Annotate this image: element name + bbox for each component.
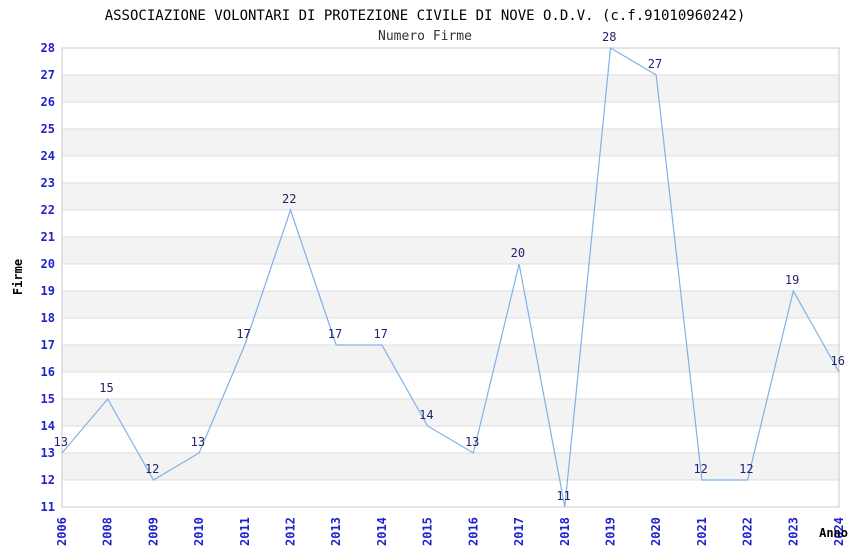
data-point-label: 12 (693, 462, 707, 476)
data-point-label: 13 (465, 435, 479, 449)
chart-title: ASSOCIAZIONE VOLONTARI DI PROTEZIONE CIV… (105, 8, 746, 24)
band (62, 75, 839, 102)
x-tick-label: 2008 (101, 517, 115, 546)
data-point-label: 20 (511, 246, 525, 260)
y-tick-label: 12 (41, 473, 55, 487)
y-tick-label: 18 (41, 311, 55, 325)
x-tick-label: 2018 (558, 517, 572, 546)
x-tick-label: 2016 (466, 517, 480, 546)
x-tick-label: 2023 (786, 517, 800, 546)
plot-frame (61, 47, 840, 508)
x-tick-label: 2014 (375, 517, 389, 546)
y-tick-label: 17 (41, 338, 55, 352)
y-tick-label: 13 (41, 446, 55, 460)
x-tick-label: 2024 (832, 517, 846, 546)
band (62, 183, 839, 210)
y-tick-label: 20 (41, 257, 55, 271)
data-point-label: 27 (648, 57, 662, 71)
data-point-label: 19 (785, 273, 799, 287)
x-tick-label: 2010 (192, 517, 206, 546)
y-tick-label: 21 (41, 230, 55, 244)
x-tick-label: 2015 (421, 517, 435, 546)
y-axis-tick-labels: 11 12 13 14 15 16 17 18 19 20 21 22 23 24 25 26 27 28 (41, 41, 55, 514)
data-point-label: 12 (145, 462, 159, 476)
band (62, 399, 839, 426)
y-tick-label: 28 (41, 41, 55, 55)
y-tick-label: 15 (41, 392, 55, 406)
gridlines (62, 47, 839, 508)
data-point-label: 15 (99, 381, 113, 395)
x-tick-label: 2012 (284, 517, 298, 546)
data-point-label: 16 (831, 354, 845, 368)
band (62, 237, 839, 264)
x-tick-label: 2021 (695, 517, 709, 546)
data-point-label: 22 (282, 192, 296, 206)
data-point-label: 12 (739, 462, 753, 476)
band (62, 453, 839, 480)
band (62, 129, 839, 156)
x-tick-label: 2017 (512, 517, 526, 546)
x-tick-label: 2020 (649, 517, 663, 546)
x-tick-label: 2022 (741, 517, 755, 546)
data-point-label: 17 (328, 327, 342, 341)
y-tick-label: 19 (41, 284, 55, 298)
chart-subtitle: Numero Firme (378, 29, 472, 44)
data-line (61, 47, 840, 508)
data-point-label: 17 (373, 327, 387, 341)
y-tick-label: 11 (41, 500, 55, 514)
data-point-label: 13 (54, 435, 68, 449)
x-axis-label: Anno (819, 526, 848, 540)
y-tick-label: 14 (41, 419, 55, 433)
x-tick-label: 2009 (146, 517, 160, 546)
band (62, 291, 839, 318)
data-point-labels: 13 15 12 13 17 22 17 17 14 13 20 11 28 27 12 12 19 16 (54, 30, 845, 503)
x-tick-label: 2019 (604, 517, 618, 546)
data-point-label: 11 (556, 489, 570, 503)
y-tick-label: 25 (41, 122, 55, 136)
x-tick-label: 2011 (238, 517, 252, 546)
x-axis-tick-labels: 2006 2008 2009 2010 2011 2012 2013 2014 2015 2016… (55, 517, 846, 546)
y-tick-label: 22 (41, 203, 55, 217)
y-axis-label: Firme (11, 259, 25, 295)
data-point-label: 17 (236, 327, 250, 341)
x-tick-label: 2006 (55, 517, 69, 546)
y-tick-label: 16 (41, 365, 55, 379)
band (62, 345, 839, 372)
y-tick-label: 26 (41, 95, 55, 109)
y-tick-label: 23 (41, 176, 55, 190)
data-point-label: 14 (419, 408, 433, 422)
data-point-label: 28 (602, 30, 616, 44)
x-tick-label: 2013 (329, 517, 343, 546)
background-bands (62, 75, 839, 480)
y-tick-label: 27 (41, 68, 55, 82)
y-tick-label: 24 (41, 149, 55, 163)
data-point-label: 13 (191, 435, 205, 449)
